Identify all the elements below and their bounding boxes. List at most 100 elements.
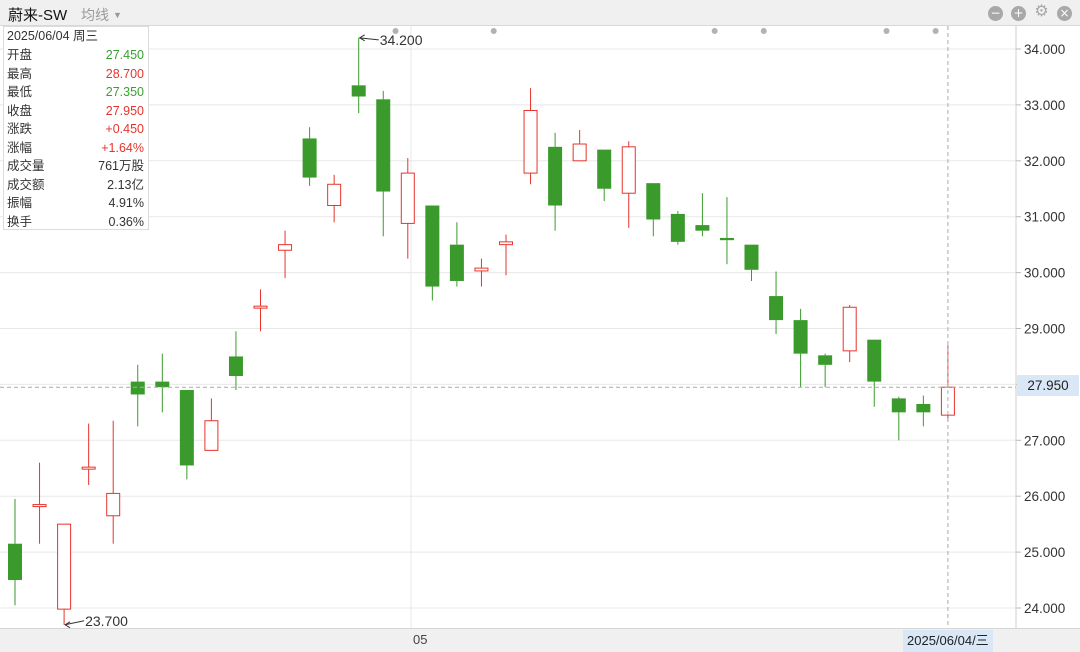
cursor-price-label: 27.950 <box>1017 375 1079 396</box>
candle <box>8 498 22 606</box>
candle <box>548 132 563 231</box>
info-label: 成交量 <box>7 159 45 173</box>
candle-body-down <box>425 205 440 287</box>
candle <box>499 234 513 276</box>
gear-icon[interactable]: ⚙ <box>1034 1 1049 20</box>
candle-body-down <box>719 237 734 241</box>
candle <box>916 395 931 427</box>
info-row: 成交量 761万股 <box>4 157 148 176</box>
info-row: 成交额 2.13亿 <box>4 176 148 195</box>
candle <box>179 389 194 480</box>
candle-body-down <box>695 225 710 231</box>
zoom-out-icon[interactable]: − <box>988 6 1003 21</box>
annotation-arrow-icon <box>358 34 365 42</box>
ma-dropdown-label: 均线 <box>81 7 109 23</box>
candle-body-down <box>916 403 931 413</box>
candle <box>106 420 121 544</box>
info-label: 换手 <box>7 214 33 229</box>
y-tick-label: 26.000 <box>1024 489 1065 504</box>
candle-body-down <box>597 149 612 189</box>
candle <box>940 345 955 421</box>
candle-body-up <box>572 143 587 162</box>
candle <box>842 305 857 363</box>
info-label: 开盘 <box>7 48 33 62</box>
annotation-leader <box>64 620 85 626</box>
info-value: +0.450 <box>105 122 144 136</box>
event-dot-icon <box>392 28 399 34</box>
x-tick-label: 05 <box>413 632 428 647</box>
candle <box>351 37 366 114</box>
candlestick-chart[interactable]: 24.00025.00026.00027.00028.00029.00030.0… <box>0 26 1080 628</box>
candle-body-down <box>155 381 170 388</box>
candle-body-up <box>57 523 72 610</box>
candle-body-up <box>842 306 857 352</box>
candle-body-down <box>179 389 194 466</box>
chevron-down-icon: ▼ <box>113 10 122 20</box>
zoom-in-icon[interactable]: + <box>1011 6 1026 21</box>
candle-body-up <box>81 466 96 470</box>
event-dot-icon <box>760 28 767 34</box>
candle <box>670 211 685 245</box>
info-value: +1.64% <box>101 140 144 155</box>
candle <box>449 222 464 287</box>
time-axis-bar: 05 2025/06/04/三 <box>0 628 1080 652</box>
y-tick-label: 24.000 <box>1024 601 1065 616</box>
info-value: 28.700 <box>105 66 144 81</box>
candle-body-down <box>449 244 464 281</box>
min-price-annotation: 23.700 <box>85 613 128 628</box>
candle-body-down <box>769 296 784 321</box>
candle-body-up <box>32 504 47 508</box>
ohlc-info-panel: 2025/06/04 周三 开盘 27.450 最高 28.700 最低 27.350 收盘… <box>3 26 149 230</box>
info-label: 振幅 <box>7 196 33 210</box>
close-icon[interactable]: × <box>1057 6 1072 21</box>
candle-body-down <box>351 85 366 97</box>
candle <box>302 127 317 186</box>
candle <box>523 88 538 185</box>
info-value: 27.350 <box>105 85 144 99</box>
y-tick-label: 29.000 <box>1024 322 1065 337</box>
info-label: 涨幅 <box>7 140 33 155</box>
y-tick-label: 25.000 <box>1024 545 1065 560</box>
candle <box>278 230 293 279</box>
y-tick-label: 27.000 <box>1024 433 1065 448</box>
annotation-leader <box>359 37 379 41</box>
candle <box>253 289 268 332</box>
candle <box>744 244 759 281</box>
candle-body-up <box>474 267 489 272</box>
info-label: 收盘 <box>7 103 33 118</box>
info-row: 收盘 27.950 <box>4 102 148 121</box>
candle-body-down <box>646 183 661 220</box>
candle-body-up <box>400 172 415 224</box>
candle <box>867 339 882 407</box>
info-row: 振幅 4.91% <box>4 194 148 213</box>
event-dot-icon <box>711 28 718 34</box>
grid-lines <box>0 26 1016 628</box>
candle <box>228 331 243 390</box>
stock-name: 蔚来-SW <box>8 7 68 24</box>
candle-body-up <box>278 244 293 251</box>
candle-body-up <box>106 492 121 517</box>
candle <box>597 149 612 202</box>
y-tick-label: 33.000 <box>1024 98 1065 113</box>
info-row: 最低 27.350 <box>4 83 148 102</box>
info-label: 成交额 <box>7 177 45 192</box>
y-tick-label: 31.000 <box>1024 210 1065 225</box>
info-value: 27.950 <box>105 103 144 118</box>
event-dot-icon <box>883 28 890 34</box>
candle <box>769 271 784 335</box>
candle <box>719 197 734 265</box>
info-row: 换手 0.36% <box>4 213 148 232</box>
candle-body-up <box>327 183 342 207</box>
candle-body-down <box>744 244 759 270</box>
info-value: 2.13亿 <box>107 177 144 192</box>
info-label: 涨跌 <box>7 122 33 136</box>
candle-body-up <box>499 241 513 246</box>
candle <box>376 90 391 237</box>
candle <box>425 205 440 301</box>
info-row: 最高 28.700 <box>4 65 148 84</box>
candle <box>793 308 808 388</box>
info-label: 最高 <box>7 66 33 81</box>
ma-dropdown[interactable]: 均线 ▼ <box>81 5 122 25</box>
info-value: 27.450 <box>105 48 144 62</box>
candle-body-down <box>818 355 833 365</box>
